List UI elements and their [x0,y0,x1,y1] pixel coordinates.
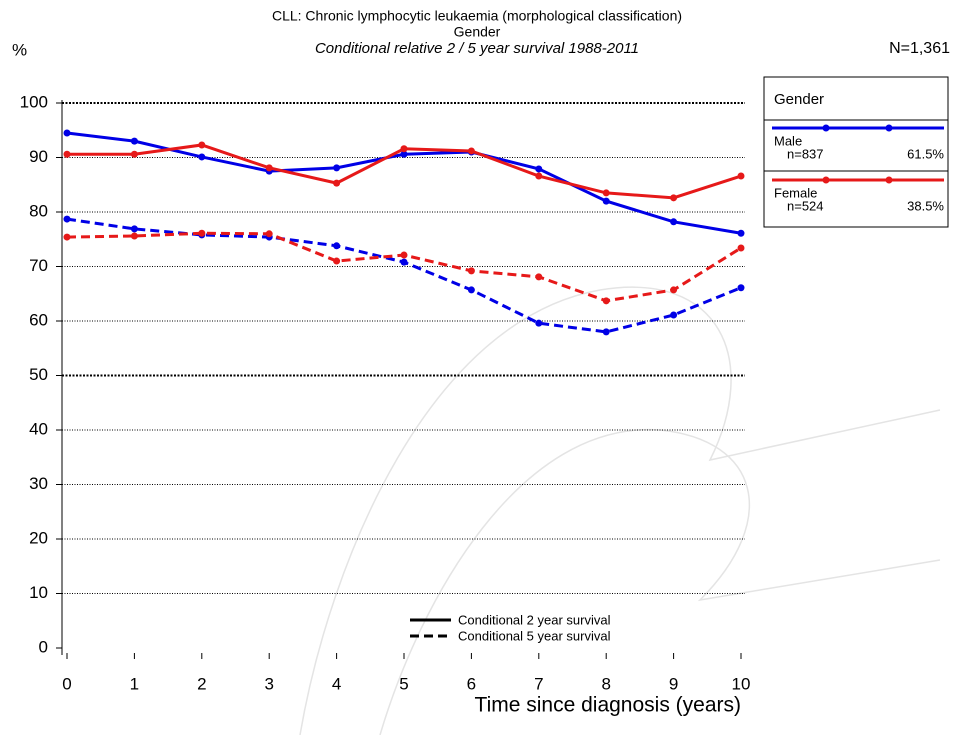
legend-box [763,76,949,228]
data-point [535,319,543,327]
title: Gender [454,24,501,40]
legend-title: Gender [774,91,824,108]
y-tick-label: 0 [39,637,48,656]
legend-marker [885,124,893,132]
data-point [602,328,610,336]
x-tick-label: 2 [197,674,206,693]
subtitle: Conditional relative 2 / 5 year survival… [315,40,639,57]
legend-marker [885,176,893,184]
data-point [670,218,678,226]
data-point [333,242,341,250]
data-point [535,273,543,281]
watermark-shape [299,286,941,735]
y-tick-label: 20 [29,528,48,547]
data-point [400,145,408,153]
data-point [602,297,610,305]
x-tick-label: 9 [669,674,678,693]
data-point [333,164,341,172]
data-point [670,286,678,294]
title: CLL: Chronic lymphocytic leukaemia (morp… [272,8,682,24]
data-point [400,258,408,266]
data-point [602,197,610,205]
y-tick-label: 70 [29,256,48,275]
x-tick-label: 0 [62,674,71,693]
data-point [737,229,745,237]
x-tick-label: 5 [399,674,408,693]
x-tick-label: 7 [534,674,543,693]
data-point [63,129,71,137]
legend-label: Male [774,133,802,148]
y-tick-label: 90 [29,147,48,166]
legend-n: n=524 [787,198,824,213]
data-point [265,230,273,238]
data-point [130,232,138,240]
y-tick-label: 100 [20,92,48,111]
legend-marker [822,124,830,132]
data-point [333,257,341,265]
legend-label: Female [774,185,817,200]
data-point [737,284,745,292]
data-point [535,172,543,180]
data-point [467,147,475,155]
x-axis-label: Time since diagnosis (years) [475,694,741,717]
y-axis-label: % [12,40,27,59]
x-tick-label: 6 [467,674,476,693]
y-tick-label: 40 [29,419,48,438]
data-point [63,215,71,223]
data-point [737,244,745,252]
data-point [535,165,543,173]
data-point [400,251,408,259]
data-point [198,153,206,161]
x-tick-label: 3 [264,674,273,693]
watermark-shape [379,429,941,735]
data-point [265,164,273,172]
x-tick-label: 8 [601,674,610,693]
data-point [130,225,138,233]
y-tick-label: 60 [29,310,48,329]
legend-share: 38.5% [907,198,944,213]
data-point [63,150,71,158]
data-point [670,311,678,319]
style-legend-label: Conditional 2 year survival [458,612,611,627]
y-tick-label: 10 [29,583,48,602]
y-tick-label: 80 [29,201,48,220]
data-point [198,141,206,149]
data-point [602,189,610,197]
data-point [737,172,745,180]
x-tick-label: 1 [130,674,139,693]
data-point [63,233,71,241]
legend-marker [822,176,830,184]
data-point [333,179,341,187]
data-point [198,229,206,237]
series-line [66,231,742,303]
data-point [467,286,475,294]
data-point [670,194,678,202]
data-point [467,267,475,275]
data-point [130,137,138,145]
legend-share: 61.5% [907,146,944,161]
x-tick-label: 4 [332,674,341,693]
watermark [299,286,941,735]
style-legend-label: Conditional 5 year survival [458,628,611,643]
data-point [400,150,408,158]
y-tick-label: 30 [29,474,48,493]
legend-n: n=837 [787,146,824,161]
x-tick-label: 10 [732,674,751,693]
total-label: N=1,361 [889,40,950,57]
y-tick-label: 50 [29,365,48,384]
data-point [130,150,138,158]
